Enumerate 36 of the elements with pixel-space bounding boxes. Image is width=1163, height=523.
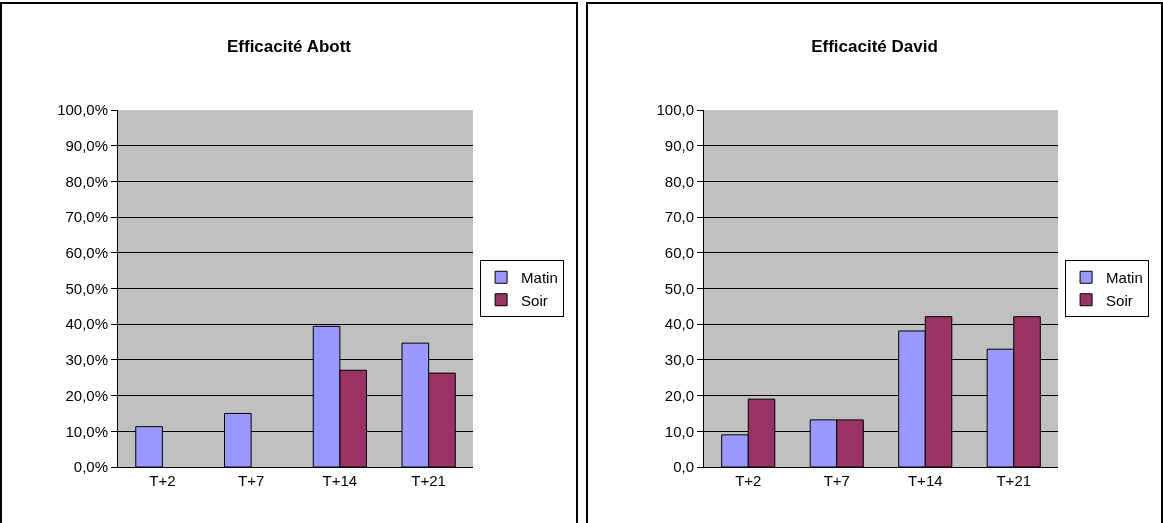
y-tick-label: 90,0% xyxy=(65,136,108,154)
y-tick-label: 100,0 xyxy=(656,101,694,119)
legend-label: Soir xyxy=(521,291,548,309)
y-tick-label: 80,0% xyxy=(65,172,108,190)
y-tick-label: 10,0 xyxy=(664,422,694,440)
x-tick-label: T+2 xyxy=(735,472,762,489)
x-tick-label: T+2 xyxy=(149,472,176,489)
y-tick-label: 40,0% xyxy=(65,315,108,333)
x-tick-label: T+7 xyxy=(238,472,265,489)
chart-title: Efficacité Abott xyxy=(226,37,352,57)
y-tick-label: 20,0% xyxy=(65,386,108,404)
y-tick-label: 30,0 xyxy=(664,351,694,369)
legend-label: Soir xyxy=(1106,291,1133,309)
y-tick-label: 60,0 xyxy=(664,244,694,262)
y-tick-label: 0,0% xyxy=(73,458,108,476)
y-tick-label: 90,0 xyxy=(664,136,694,154)
x-tick-label: T+14 xyxy=(322,472,358,489)
y-tick-label: 80,0 xyxy=(664,172,694,190)
legend-label: Matin xyxy=(521,269,558,287)
x-tick-label: T+21 xyxy=(996,472,1032,489)
y-tick-label: 50,0 xyxy=(664,279,694,297)
y-tick-label: 70,0 xyxy=(664,208,694,226)
y-tick-label: 10,0% xyxy=(65,422,108,440)
y-tick-label: 30,0% xyxy=(65,351,108,369)
y-tick-label: 50,0% xyxy=(65,279,108,297)
y-tick-label: 60,0% xyxy=(65,244,108,262)
y-tick-label: 20,0 xyxy=(664,386,694,404)
x-tick-label: T+21 xyxy=(411,472,446,489)
y-tick-label: 40,0 xyxy=(664,315,694,333)
legend-label: Matin xyxy=(1106,269,1143,287)
y-tick-label: 0,0 xyxy=(673,458,694,476)
x-tick-label: T+7 xyxy=(823,472,850,489)
chart-title: Efficacité David xyxy=(811,37,938,57)
x-tick-label: T+14 xyxy=(907,472,943,489)
y-tick-label: 100,0% xyxy=(57,101,108,119)
y-tick-label: 70,0% xyxy=(65,208,108,226)
